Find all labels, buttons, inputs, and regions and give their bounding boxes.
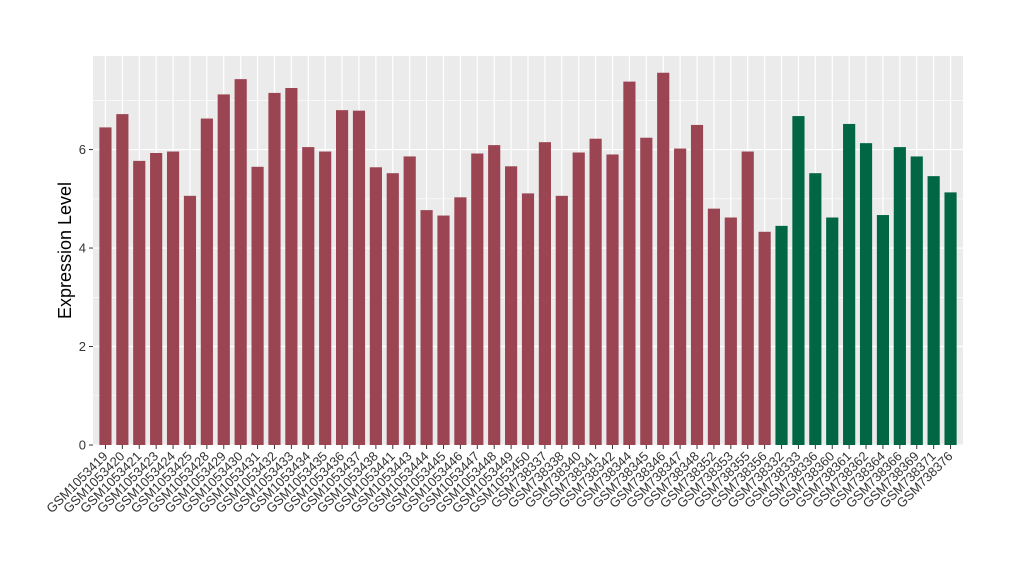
bar — [843, 123, 856, 445]
bar — [505, 166, 518, 445]
bar — [674, 148, 687, 446]
bar — [876, 215, 890, 445]
bar — [640, 137, 653, 445]
bar — [369, 167, 382, 445]
bar — [758, 231, 771, 445]
bar — [724, 217, 737, 445]
bar — [657, 72, 670, 446]
bar — [268, 92, 281, 445]
bar — [555, 195, 568, 445]
bar — [893, 147, 906, 445]
bar — [150, 153, 163, 446]
bar — [775, 225, 788, 445]
bar — [809, 173, 822, 446]
bar — [623, 81, 636, 445]
bar — [285, 88, 298, 445]
bar — [521, 193, 535, 445]
bar — [251, 166, 264, 445]
y-tick-label: 2 — [79, 339, 86, 354]
bar — [910, 156, 923, 446]
bar — [606, 154, 619, 445]
bar — [538, 142, 551, 445]
bar — [471, 153, 484, 445]
bar — [437, 215, 450, 445]
bar — [116, 114, 129, 446]
bar — [234, 79, 247, 445]
y-axis: 0 2 4 6 — [79, 142, 93, 453]
bar — [420, 210, 433, 445]
bar — [99, 127, 112, 445]
bar — [352, 110, 366, 446]
bar — [488, 145, 501, 446]
bar — [217, 94, 230, 445]
bar — [792, 116, 805, 445]
bar — [944, 192, 957, 445]
bar — [454, 197, 467, 445]
y-tick-label: 4 — [79, 241, 86, 256]
y-tick-label: 6 — [79, 142, 86, 157]
bar — [589, 138, 602, 445]
bar — [200, 118, 213, 445]
bar — [183, 195, 197, 445]
x-axis: GSM1053419GSM1053420GSM1053421GSM1053423… — [43, 445, 956, 516]
bar — [166, 151, 180, 445]
bar — [302, 147, 315, 445]
bar — [319, 151, 332, 445]
bars — [99, 72, 957, 446]
y-tick-label: 0 — [79, 438, 86, 453]
bar — [741, 151, 754, 445]
bar — [572, 152, 585, 445]
y-axis-title: Expression Level — [55, 182, 75, 319]
bar — [707, 208, 721, 445]
bar — [826, 217, 839, 445]
bar — [386, 173, 399, 446]
bar — [927, 176, 940, 445]
bar — [133, 160, 146, 446]
bar — [690, 124, 704, 445]
bar — [335, 110, 349, 446]
bar — [859, 143, 873, 445]
bar — [403, 156, 416, 446]
